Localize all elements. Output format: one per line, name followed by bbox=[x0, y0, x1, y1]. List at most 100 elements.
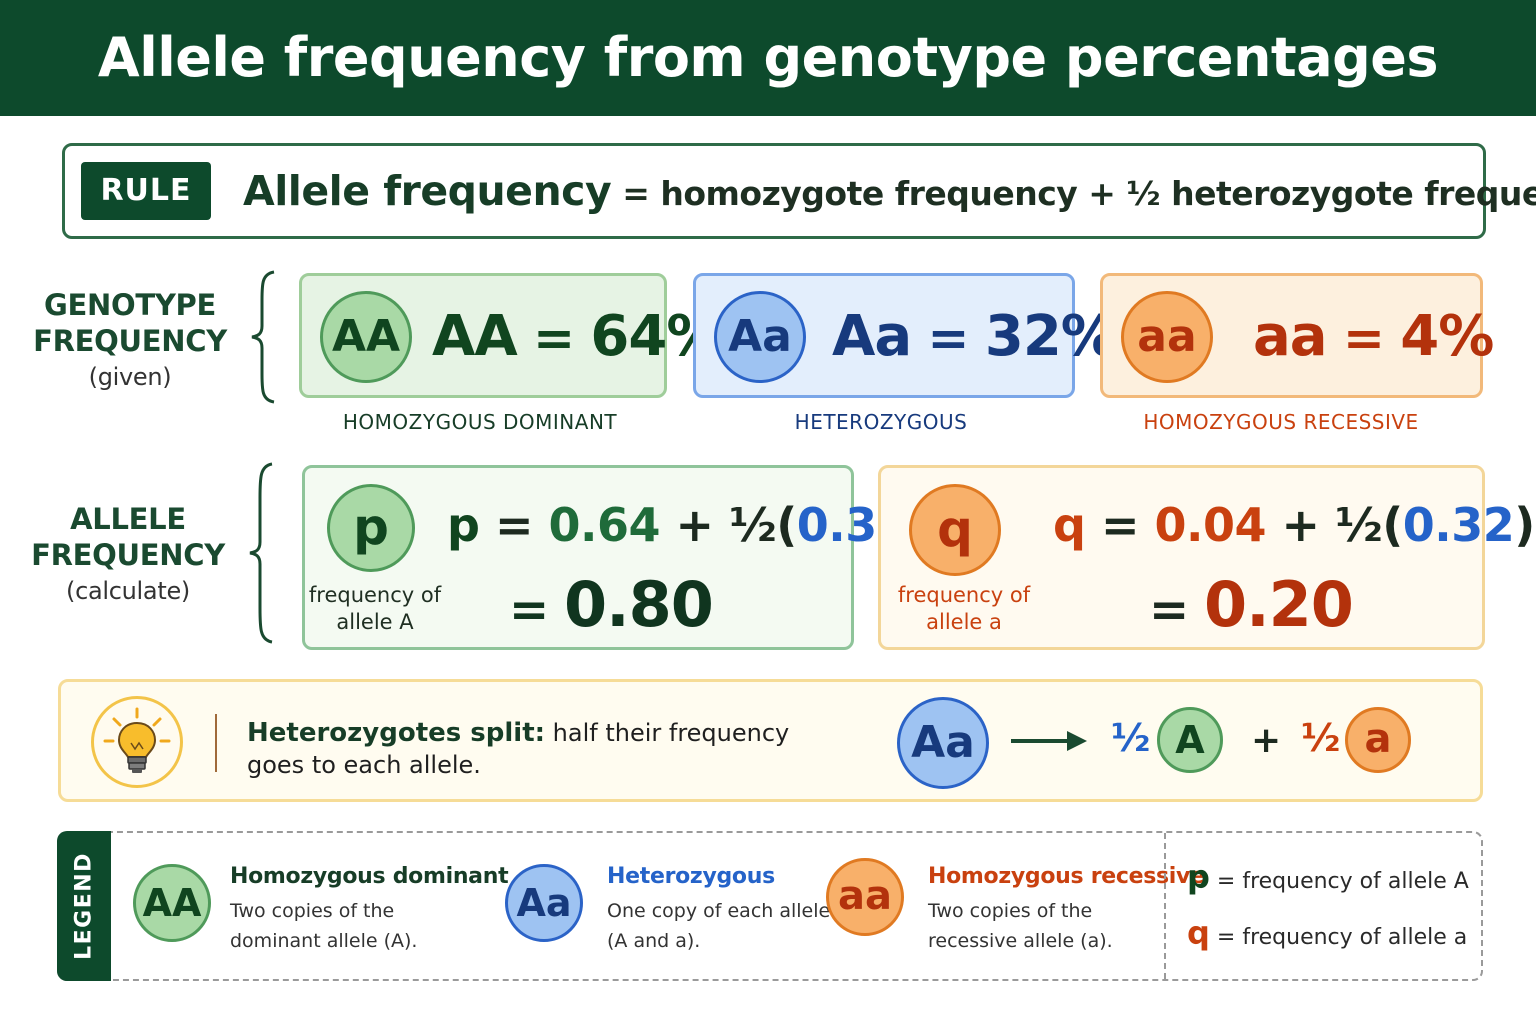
allele-p-eq: = bbox=[479, 498, 549, 552]
tip-A-circle: A bbox=[1157, 707, 1223, 773]
legend-tab bbox=[57, 831, 111, 981]
genotype-AA-caption: HOMOZYGOUS DOMINANT bbox=[342, 410, 618, 434]
genotype-AA-eq: = bbox=[516, 309, 591, 367]
allele-q-result: = 0.20 bbox=[1149, 568, 1354, 641]
allele-p-description: frequency of allele A bbox=[305, 582, 445, 636]
legend-Aa-circle: Aa bbox=[505, 864, 583, 942]
rule-box: RULE Allele frequency = homozygote frequ… bbox=[62, 143, 1536, 239]
legend-AA-desc-line2: dominant allele (A). bbox=[230, 930, 418, 952]
rule-lhs: Allele frequency bbox=[243, 167, 612, 215]
allele-q-desc-line1: frequency of bbox=[897, 583, 1031, 607]
genotype-aa-name: aa bbox=[1253, 304, 1328, 369]
allele-p-result: = 0.80 bbox=[509, 568, 714, 641]
allele-q-result-value: 0.20 bbox=[1203, 568, 1354, 641]
genotype-aa-circle: aa bbox=[1121, 291, 1213, 383]
allele-card-p: p frequency of allele A p = 0.64 + ½(0.3… bbox=[302, 465, 929, 650]
legend-aa-title: Homozygous recessive bbox=[928, 864, 1205, 889]
genotype-Aa-eq: = bbox=[911, 309, 985, 367]
allele-q-formula: q = 0.04 + ½(0.32) bbox=[1053, 498, 1535, 552]
allele-p-desc-line1: frequency of bbox=[308, 583, 442, 607]
legend-var-p: p = frequency of allele A bbox=[1187, 858, 1469, 896]
rule-badge: RULE bbox=[81, 162, 211, 220]
tip-half-2: ½ bbox=[1301, 716, 1341, 760]
genotype-AA-circle: AA bbox=[320, 291, 412, 383]
allele-p-result-eq: = bbox=[509, 582, 564, 638]
title-bar bbox=[0, 0, 1536, 116]
legend-var-q-symbol: q bbox=[1187, 914, 1210, 952]
allele-label-line1: ALLELE bbox=[70, 502, 186, 536]
legend-tab-label: LEGEND bbox=[57, 831, 111, 981]
page-title: Allele frequency from genotype percentag… bbox=[97, 26, 1439, 89]
genotype-card-Aa: Aa Aa = 32% bbox=[693, 273, 1117, 398]
legend-AA-desc-line1: Two copies of the bbox=[230, 900, 395, 922]
lightbulb-icon bbox=[103, 707, 171, 773]
legend-tab-text: LEGEND bbox=[71, 852, 97, 960]
allele-q-desc-line2: allele a bbox=[926, 610, 1002, 634]
allele-q-plus: + ½( bbox=[1266, 498, 1404, 552]
legend-Aa-desc: One copy of each allele (A and a). bbox=[607, 896, 830, 956]
legend-var-p-text: = frequency of allele A bbox=[1209, 869, 1469, 894]
legend-aa-desc-line2: recessive allele (a). bbox=[928, 930, 1113, 952]
legend-divider bbox=[1164, 833, 1166, 979]
allele-p-formula: p = 0.64 + ½(0.32) bbox=[447, 498, 929, 552]
allele-card-q: q frequency of allele a q = 0.04 + ½(0.3… bbox=[878, 465, 1535, 650]
allele-label-line2: FREQUENCY bbox=[31, 538, 225, 572]
tip-half-1: ½ bbox=[1111, 716, 1151, 760]
tip-a-circle: a bbox=[1345, 707, 1411, 773]
genotype-label-line1: GENOTYPE bbox=[44, 288, 216, 322]
tip-Aa-circle: Aa bbox=[897, 697, 989, 789]
legend-aa-desc: Two copies of the recessive allele (a). bbox=[928, 896, 1113, 956]
legend-Aa-title: Heterozygous bbox=[607, 864, 775, 889]
allele-q-var: q bbox=[1053, 498, 1086, 552]
legend-AA-circle: AA bbox=[133, 864, 211, 942]
genotype-card-aa: aa aa = 4% bbox=[1100, 273, 1494, 398]
allele-brace bbox=[249, 462, 273, 644]
genotype-Aa-value: 32% bbox=[984, 304, 1117, 369]
allele-row-label: ALLELE FREQUENCY (calculate) bbox=[28, 501, 228, 609]
genotype-card-AA: AA AA = 64% bbox=[299, 273, 722, 398]
genotype-label-line2: FREQUENCY bbox=[33, 324, 227, 358]
allele-p-result-value: 0.80 bbox=[563, 568, 714, 641]
tip-bold: Heterozygotes split: bbox=[247, 718, 546, 748]
lightbulb-icon-circle bbox=[91, 696, 183, 788]
allele-p-plus: + ½( bbox=[660, 498, 798, 552]
allele-q-hetero: 0.32 bbox=[1402, 498, 1515, 552]
legend-var-q: q = frequency of allele a bbox=[1187, 914, 1467, 952]
genotype-row-label: GENOTYPE FREQUENCY (given) bbox=[30, 287, 230, 395]
tip-plus: + bbox=[1251, 720, 1282, 761]
allele-q-description: frequency of allele a bbox=[889, 582, 1039, 636]
allele-q-homo: 0.04 bbox=[1154, 498, 1267, 552]
legend-Aa-desc-line2: (A and a). bbox=[607, 930, 701, 952]
tip-body: half their frequency goes to each allele… bbox=[247, 719, 790, 779]
tip-box: Heterozygotes split: half their frequenc… bbox=[58, 679, 1483, 802]
legend-AA-title: Homozygous dominant bbox=[230, 864, 509, 889]
legend-box bbox=[57, 831, 1483, 981]
allele-p-desc-line2: allele A bbox=[336, 610, 414, 634]
allele-p-var: p bbox=[447, 498, 480, 552]
genotype-AA-equation: AA = 64% bbox=[432, 304, 722, 369]
allele-q-eq: = bbox=[1085, 498, 1155, 552]
allele-p-homo: 0.64 bbox=[548, 498, 661, 552]
legend-aa-desc-line1: Two copies of the bbox=[928, 900, 1093, 922]
legend-AA-desc: Two copies of the dominant allele (A). bbox=[230, 896, 417, 956]
genotype-aa-value: 4% bbox=[1400, 304, 1494, 369]
allele-p-circle: p bbox=[327, 484, 415, 572]
genotype-brace bbox=[251, 270, 275, 404]
genotype-Aa-equation: Aa = 32% bbox=[832, 304, 1117, 369]
genotype-Aa-caption: HETEROZYGOUS bbox=[794, 410, 968, 434]
genotype-aa-caption: HOMOZYGOUS RECESSIVE bbox=[1143, 410, 1419, 434]
rule-rhs: = homozygote frequency + ½ heterozygote … bbox=[611, 174, 1536, 213]
rule-formula: Allele frequency = homozygote frequency … bbox=[243, 158, 1536, 224]
genotype-Aa-name: Aa bbox=[832, 304, 912, 369]
genotype-aa-eq: = bbox=[1326, 309, 1401, 367]
allele-label-sub: (calculate) bbox=[66, 577, 190, 605]
legend-aa-circle: aa bbox=[826, 858, 904, 936]
tip-divider bbox=[215, 714, 217, 772]
legend-var-p-symbol: p bbox=[1187, 858, 1210, 896]
genotype-Aa-circle: Aa bbox=[714, 291, 806, 383]
arrow-right-icon bbox=[1011, 731, 1087, 751]
legend-Aa-desc-line1: One copy of each allele bbox=[607, 900, 831, 922]
tip-text: Heterozygotes split: half their frequenc… bbox=[247, 717, 847, 781]
genotype-label-sub: (given) bbox=[88, 363, 172, 391]
allele-q-close: ) bbox=[1514, 498, 1535, 552]
